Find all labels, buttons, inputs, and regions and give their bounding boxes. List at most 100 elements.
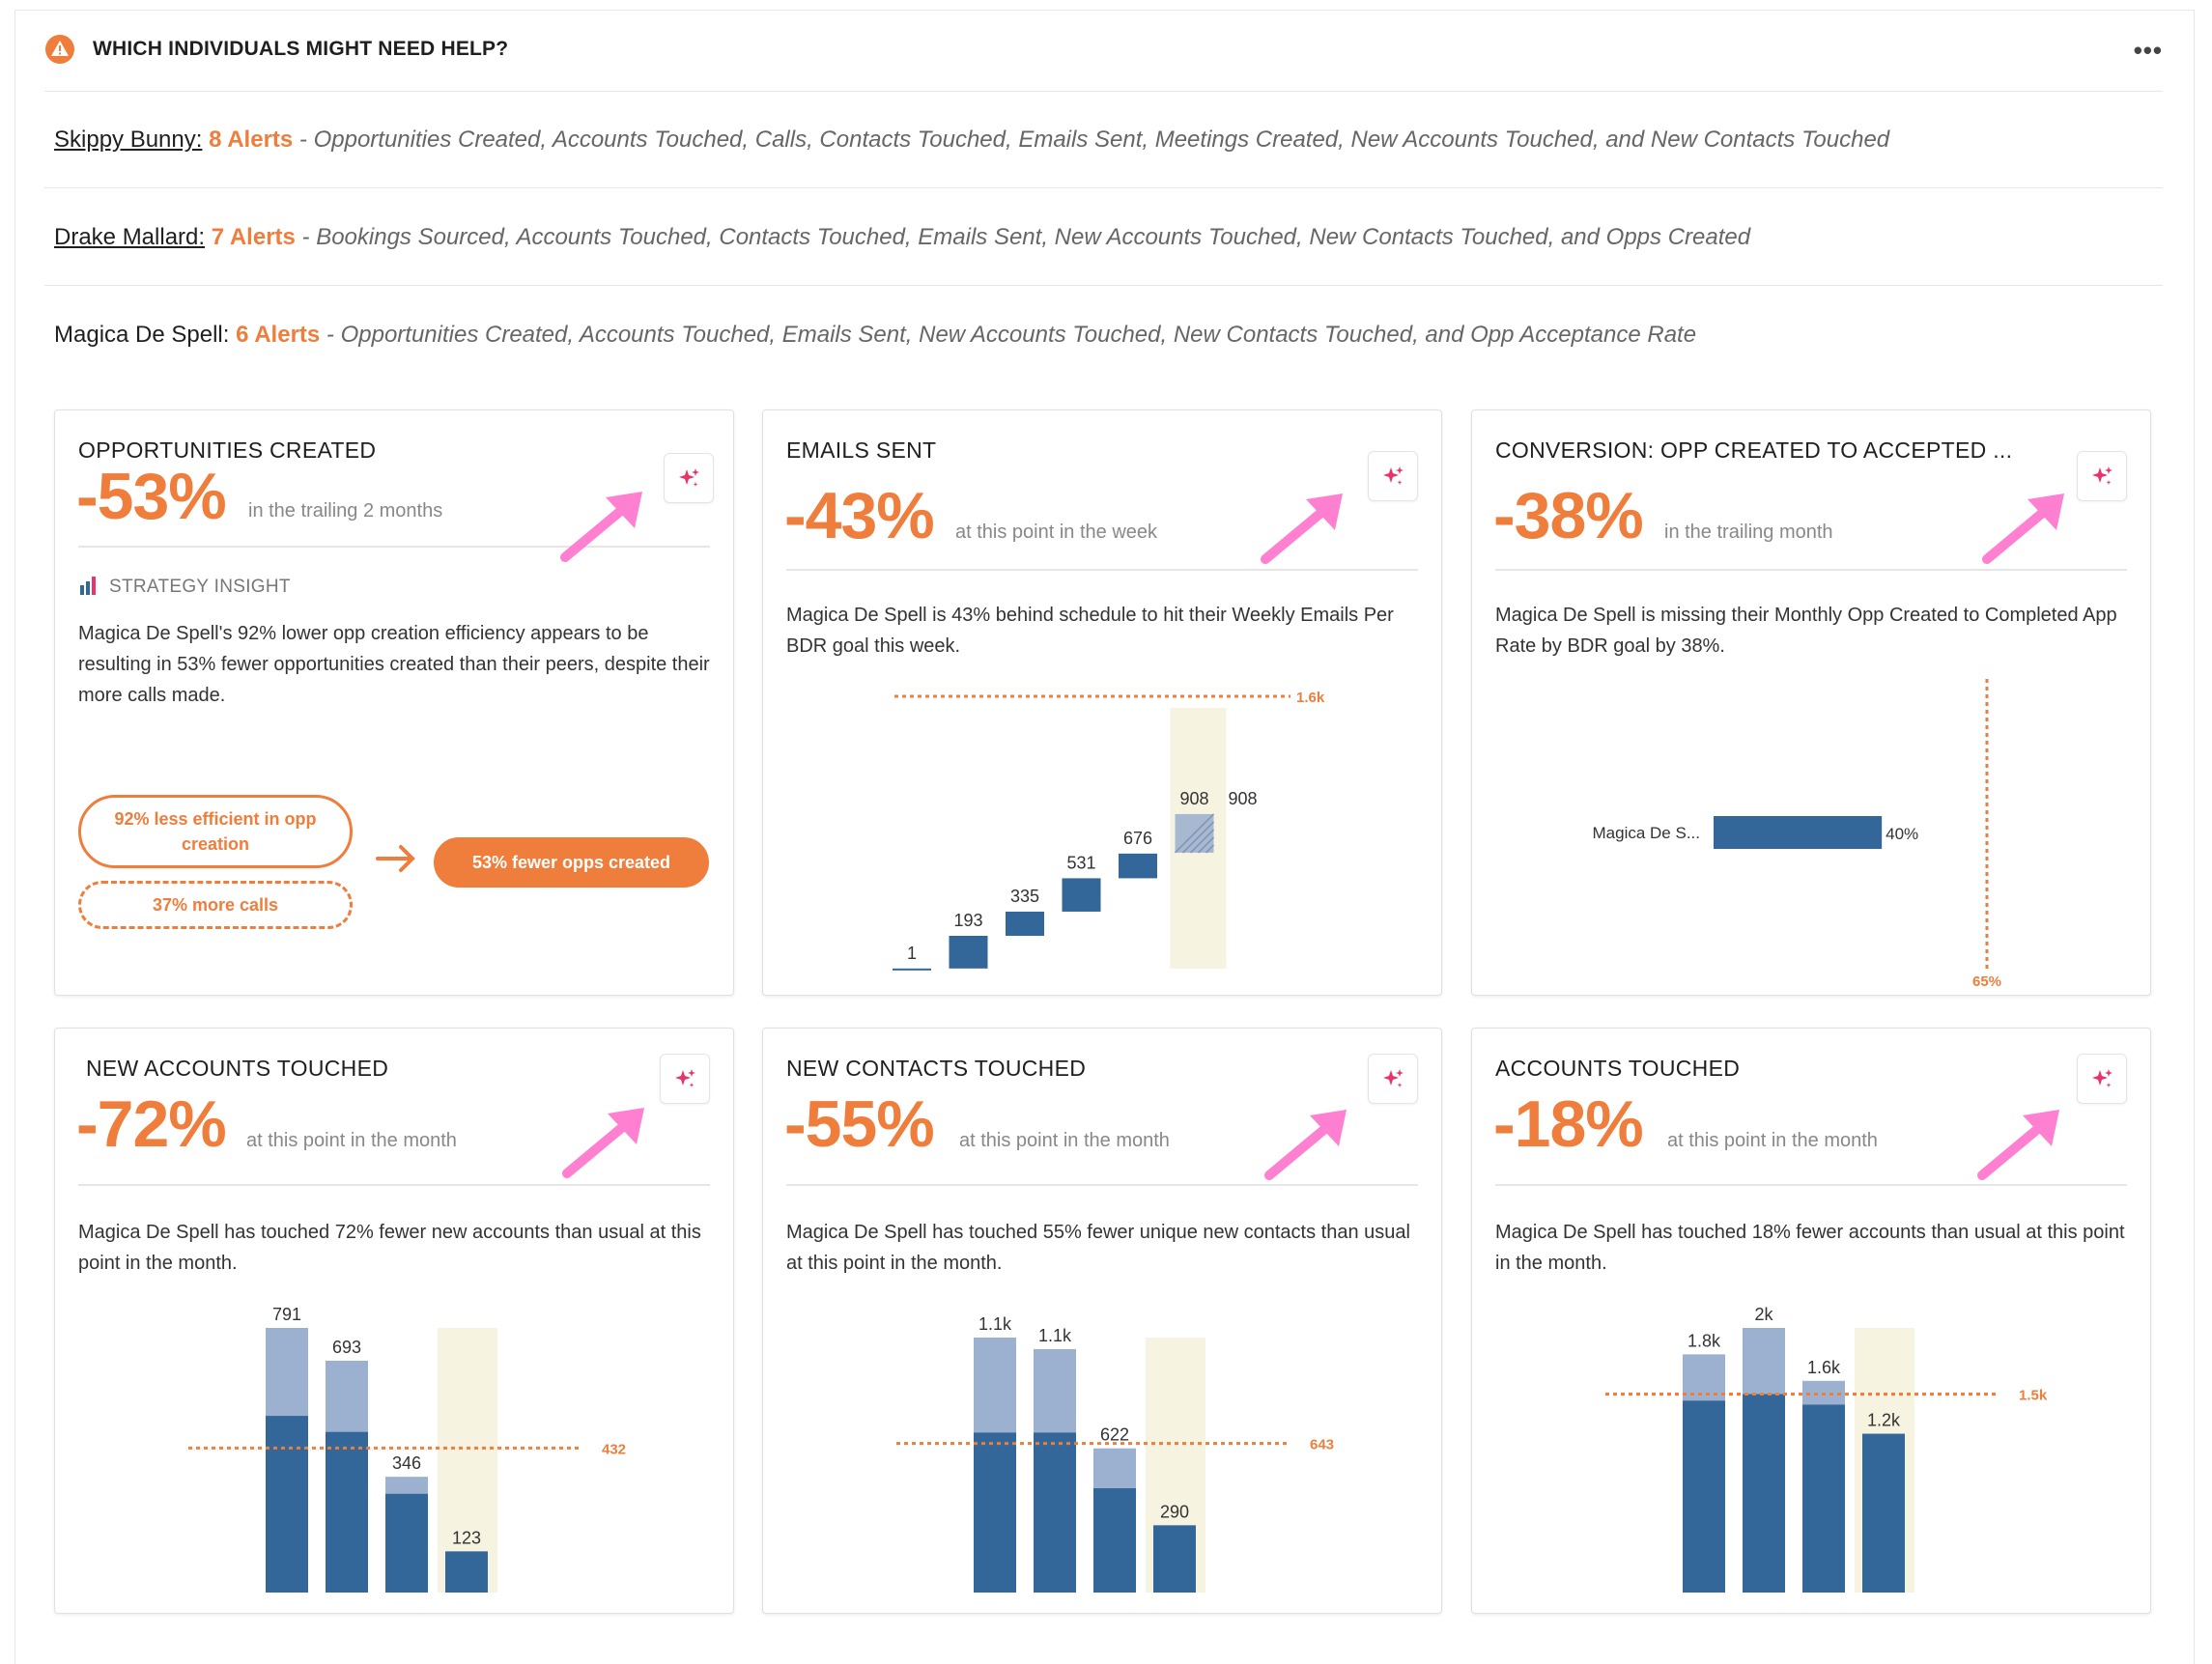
alert-detail: - Opportunities Created, Accounts Touche…: [293, 127, 1890, 153]
ai-insight-button[interactable]: [664, 453, 714, 503]
new-accounts-chart: 791 693 346 123 432: [188, 1305, 626, 1593]
card-description: Magica De Spell's 92% lower opp creation…: [78, 623, 710, 706]
insight-pill-calls: 37% more calls: [78, 881, 353, 929]
accounts-touched-chart: 1.8k 2k 1.6k 1.2k 1.5k: [1605, 1305, 2048, 1593]
help-panel: WHICH INDIVIDUALS MIGHT NEED HELP? ••• S…: [14, 10, 2195, 1664]
bar-actual: [385, 1493, 428, 1593]
sparkle-icon: [1383, 466, 1404, 485]
bar-hatch: [1197, 836, 1215, 854]
ai-insight-button[interactable]: [2077, 451, 2127, 501]
card-accounts-touched: ACCOUNTS TOUCHED -18% at this point in t…: [1471, 1028, 2151, 1614]
card-description: Magica De Spell has touched 72% fewer ne…: [78, 1222, 701, 1274]
category-label: Magica De S...: [1593, 824, 1701, 842]
divider: [786, 1184, 1418, 1186]
data-label: 290: [1160, 1502, 1189, 1521]
bar-actual: [266, 1416, 308, 1593]
alert-count: 8 Alerts: [209, 127, 294, 153]
bar-actual: [1093, 1488, 1136, 1593]
bar-hatch: [1174, 813, 1215, 854]
bar-actual: [974, 1432, 1016, 1593]
card-new-accounts-touched: NEW ACCOUNTS TOUCHED -72% at this point …: [54, 1028, 734, 1614]
sparkle-icon: [2092, 466, 2113, 485]
data-label: 908: [1179, 789, 1208, 808]
ai-insight-button[interactable]: [2077, 1054, 2127, 1104]
goal-label: 65%: [1972, 973, 2001, 990]
metric-period: in the trailing 2 months: [248, 500, 443, 522]
card-title: OPPORTUNITIES CREATED: [78, 437, 377, 463]
bar-actual: [1683, 1400, 1725, 1593]
card-title: NEW CONTACTS TOUCHED: [786, 1056, 1087, 1081]
card-opportunities-created: OPPORTUNITIES CREATED -53% in the traili…: [54, 409, 734, 996]
arrow-right-icon: [376, 845, 415, 872]
data-label: 123: [452, 1528, 481, 1547]
bar-hatch: [1189, 829, 1215, 854]
metric-period: at this point in the month: [959, 1130, 1170, 1151]
metric-value: -38%: [1493, 479, 1644, 552]
alert-count: 6 Alerts: [236, 322, 321, 348]
divider: [78, 546, 710, 548]
bar-actual: [1862, 1433, 1905, 1593]
divider: [1495, 569, 2127, 571]
data-label: 1.6k: [1807, 1358, 1841, 1377]
alert-row: Skippy Bunny: 8 Alerts - Opportunities C…: [54, 127, 2155, 154]
ai-insight-button[interactable]: [660, 1054, 710, 1104]
card-description: Magica De Spell has touched 18% fewer ac…: [1495, 1222, 2125, 1274]
ai-insight-button[interactable]: [1368, 451, 1418, 501]
divider: [44, 187, 2163, 188]
data-label: 335: [1010, 887, 1039, 906]
alert-row: Magica De Spell: 6 Alerts - Opportunitie…: [54, 322, 2155, 349]
data-label: 2k: [1754, 1305, 1773, 1324]
new-contacts-chart: 1.1k 1.1k 622 290 643: [896, 1314, 1334, 1593]
bar-actual: [1743, 1394, 1785, 1593]
pointer-arrow: [560, 492, 642, 562]
metric-value: -55%: [784, 1087, 935, 1161]
goal-label: 643: [1310, 1437, 1334, 1453]
bar-chart-icon: [80, 577, 96, 595]
data-label: 193: [953, 911, 982, 930]
card-conversion: CONVERSION: OPP CREATED TO ACCEPTED ... …: [1471, 409, 2151, 996]
card-title: ACCOUNTS TOUCHED: [1495, 1056, 1741, 1081]
card-description: Magica De Spell is 43% behind schedule t…: [786, 605, 1394, 657]
more-options-icon[interactable]: •••: [2133, 36, 2163, 65]
pointer-arrow: [1982, 494, 2064, 564]
data-label: 791: [272, 1305, 301, 1324]
person-link[interactable]: Skippy Bunny:: [54, 127, 203, 153]
card-title: NEW ACCOUNTS TOUCHED: [86, 1056, 389, 1081]
metric-period: at this point in the month: [1667, 1130, 1878, 1151]
bar: [1062, 878, 1101, 912]
bar: [1714, 816, 1883, 849]
alert-detail: - Bookings Sourced, Accounts Touched, Co…: [295, 224, 1751, 250]
card-title: EMAILS SENT: [786, 437, 937, 463]
strategy-insight-label: STRATEGY INSIGHT: [109, 577, 291, 597]
metric-period: at this point in the week: [955, 522, 1158, 543]
card-description: Magica De Spell has touched 55% fewer un…: [786, 1222, 1410, 1274]
bar-actual: [1034, 1432, 1076, 1593]
bar: [1006, 911, 1044, 936]
pointer-arrow: [1264, 1110, 1347, 1180]
goal-label: 1.6k: [1296, 690, 1325, 706]
pointer-arrow: [562, 1108, 644, 1178]
projected-label: 908: [1228, 789, 1257, 808]
ai-insight-button[interactable]: [1368, 1054, 1418, 1104]
bar-actual: [326, 1431, 368, 1593]
alert-count: 7 Alerts: [211, 224, 296, 250]
data-label: 1.2k: [1867, 1411, 1901, 1430]
alert-detail: - Opportunities Created, Accounts Touche…: [320, 322, 1697, 348]
card-title: CONVERSION: OPP CREATED TO ACCEPTED ...: [1495, 437, 2013, 463]
bar-hatch: [1181, 821, 1215, 854]
data-label: 1: [907, 944, 917, 963]
data-label: 1.1k: [1038, 1326, 1072, 1345]
conversion-chart: 65% Magica De S... 40%: [1593, 679, 2001, 990]
sparkle-icon: [675, 1069, 695, 1087]
metric-period: at this point in the month: [246, 1130, 457, 1151]
person-link[interactable]: Drake Mallard:: [54, 224, 206, 250]
metric-value: -43%: [784, 479, 935, 552]
panel-header: WHICH INDIVIDUALS MIGHT NEED HELP? •••: [15, 11, 2194, 92]
insight-pill-outcome: 53% fewer opps created: [434, 837, 709, 888]
goal-label: 1.5k: [2019, 1388, 2048, 1404]
data-label: 531: [1066, 853, 1095, 872]
bar-actual: [445, 1551, 488, 1593]
pointer-arrow: [1261, 494, 1343, 564]
goal-label: 432: [602, 1441, 626, 1457]
emails-chart: 1.6k 1 193 335 531 676 908 908: [893, 690, 1325, 971]
